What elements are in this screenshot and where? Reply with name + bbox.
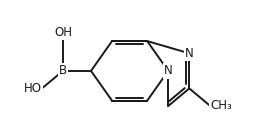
Text: N: N xyxy=(185,47,194,60)
Text: HO: HO xyxy=(24,82,42,95)
Text: B: B xyxy=(59,64,67,77)
Text: N: N xyxy=(164,64,173,77)
Text: CH₃: CH₃ xyxy=(210,99,232,113)
Text: OH: OH xyxy=(54,26,72,39)
